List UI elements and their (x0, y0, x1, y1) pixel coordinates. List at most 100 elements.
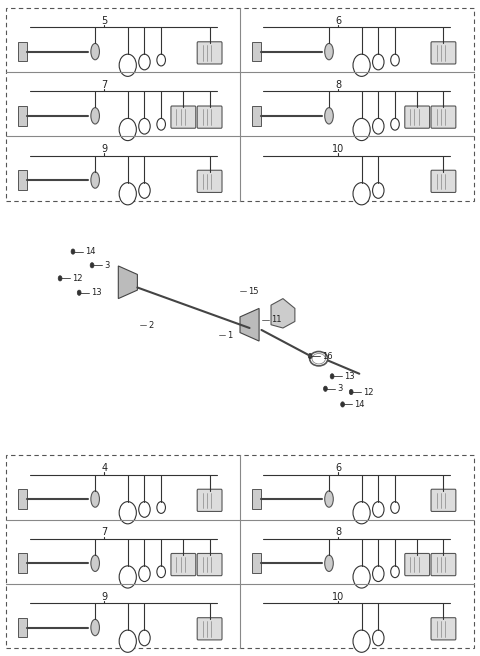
FancyBboxPatch shape (171, 106, 196, 128)
Ellipse shape (157, 502, 166, 514)
FancyBboxPatch shape (431, 618, 456, 640)
Ellipse shape (139, 182, 150, 198)
Circle shape (58, 276, 62, 281)
Polygon shape (271, 298, 295, 328)
Ellipse shape (391, 502, 399, 514)
FancyBboxPatch shape (18, 489, 27, 509)
FancyBboxPatch shape (197, 42, 222, 64)
FancyBboxPatch shape (405, 554, 430, 576)
Text: 12: 12 (363, 388, 373, 396)
Circle shape (77, 290, 81, 295)
Ellipse shape (324, 491, 333, 507)
FancyBboxPatch shape (405, 106, 430, 128)
Ellipse shape (324, 43, 333, 60)
Ellipse shape (139, 118, 150, 134)
Text: 11: 11 (271, 315, 281, 324)
FancyBboxPatch shape (431, 489, 456, 512)
Text: 12: 12 (72, 274, 83, 283)
Circle shape (308, 354, 312, 359)
FancyBboxPatch shape (18, 106, 27, 126)
Ellipse shape (91, 619, 99, 636)
Ellipse shape (372, 566, 384, 581)
Ellipse shape (139, 502, 150, 518)
Text: 5: 5 (101, 16, 108, 26)
Text: 14: 14 (355, 400, 365, 409)
Text: 15: 15 (249, 287, 259, 296)
Ellipse shape (372, 54, 384, 70)
FancyBboxPatch shape (18, 42, 27, 62)
Ellipse shape (391, 54, 399, 66)
Text: 7: 7 (101, 80, 108, 90)
FancyBboxPatch shape (197, 106, 222, 128)
Ellipse shape (91, 172, 99, 188)
Ellipse shape (91, 43, 99, 60)
Ellipse shape (139, 630, 150, 646)
FancyBboxPatch shape (252, 106, 261, 126)
Text: 10: 10 (332, 144, 344, 154)
Text: 7: 7 (101, 527, 108, 537)
FancyBboxPatch shape (18, 171, 27, 190)
FancyBboxPatch shape (197, 171, 222, 192)
Circle shape (90, 262, 94, 268)
Ellipse shape (324, 555, 333, 571)
Ellipse shape (353, 566, 370, 588)
Circle shape (71, 249, 75, 254)
Ellipse shape (119, 630, 136, 652)
Ellipse shape (157, 118, 166, 130)
Polygon shape (240, 308, 259, 341)
Text: 2: 2 (148, 321, 154, 330)
Ellipse shape (372, 118, 384, 134)
FancyBboxPatch shape (197, 554, 222, 576)
FancyBboxPatch shape (197, 618, 222, 640)
Ellipse shape (157, 54, 166, 66)
Text: 3: 3 (104, 261, 109, 270)
Text: 1: 1 (228, 331, 233, 340)
FancyBboxPatch shape (252, 554, 261, 573)
Ellipse shape (353, 502, 370, 524)
Ellipse shape (91, 491, 99, 507)
FancyBboxPatch shape (431, 554, 456, 576)
Text: 8: 8 (335, 527, 341, 537)
FancyBboxPatch shape (171, 554, 196, 576)
Ellipse shape (312, 354, 325, 364)
Text: 6: 6 (335, 16, 341, 26)
FancyBboxPatch shape (252, 489, 261, 509)
Text: 4: 4 (101, 463, 108, 473)
Circle shape (341, 402, 345, 407)
Ellipse shape (353, 630, 370, 652)
Ellipse shape (91, 108, 99, 124)
Ellipse shape (119, 54, 136, 76)
FancyBboxPatch shape (252, 42, 261, 62)
Ellipse shape (139, 566, 150, 581)
Ellipse shape (310, 352, 328, 366)
Ellipse shape (119, 118, 136, 140)
Text: 14: 14 (85, 247, 96, 256)
FancyBboxPatch shape (431, 42, 456, 64)
Ellipse shape (353, 118, 370, 140)
Ellipse shape (391, 566, 399, 578)
Text: 6: 6 (335, 463, 341, 473)
Text: 13: 13 (91, 288, 102, 297)
Ellipse shape (372, 630, 384, 646)
Ellipse shape (353, 54, 370, 76)
Polygon shape (118, 266, 137, 298)
Circle shape (349, 390, 353, 395)
Text: 3: 3 (337, 384, 343, 393)
Circle shape (330, 374, 334, 379)
Ellipse shape (372, 502, 384, 518)
Ellipse shape (391, 118, 399, 130)
Text: 8: 8 (335, 80, 341, 90)
Ellipse shape (119, 182, 136, 205)
FancyBboxPatch shape (431, 106, 456, 128)
FancyBboxPatch shape (197, 489, 222, 512)
Ellipse shape (91, 555, 99, 571)
Text: 16: 16 (322, 352, 333, 361)
Text: 10: 10 (332, 592, 344, 602)
Ellipse shape (324, 108, 333, 124)
FancyBboxPatch shape (431, 171, 456, 192)
Ellipse shape (372, 182, 384, 198)
FancyBboxPatch shape (18, 554, 27, 573)
Circle shape (324, 386, 327, 392)
Ellipse shape (157, 566, 166, 578)
Text: 9: 9 (101, 144, 108, 154)
